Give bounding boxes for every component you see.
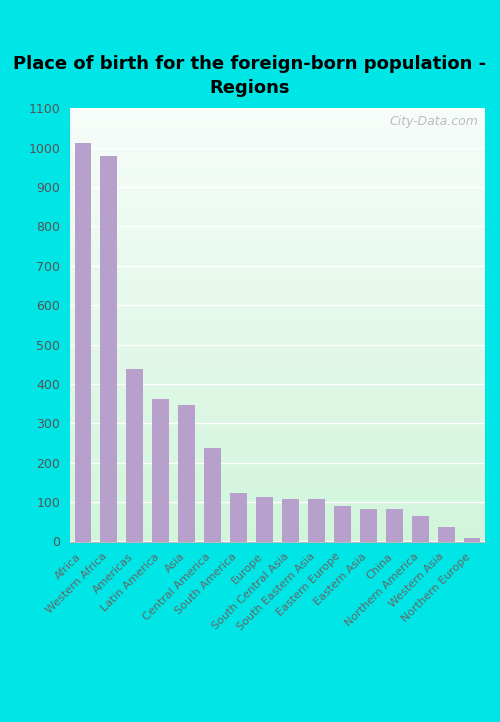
Bar [100,157,117,542]
Bar [386,509,402,542]
Bar [464,539,480,542]
Text: City-Data.com: City-Data.com [390,115,479,128]
Bar [438,526,454,542]
Text: Place of birth for the foreign-born population -
Regions: Place of birth for the foreign-born popu… [14,55,486,97]
Bar [334,506,351,542]
Bar [152,399,169,542]
Bar [412,516,428,542]
Bar [204,448,221,542]
Bar [74,142,92,542]
Bar [256,497,273,542]
Bar [126,369,144,542]
Bar [282,499,299,542]
Bar [360,509,376,542]
Bar [230,492,247,542]
Bar [308,499,325,542]
Bar [178,405,195,542]
